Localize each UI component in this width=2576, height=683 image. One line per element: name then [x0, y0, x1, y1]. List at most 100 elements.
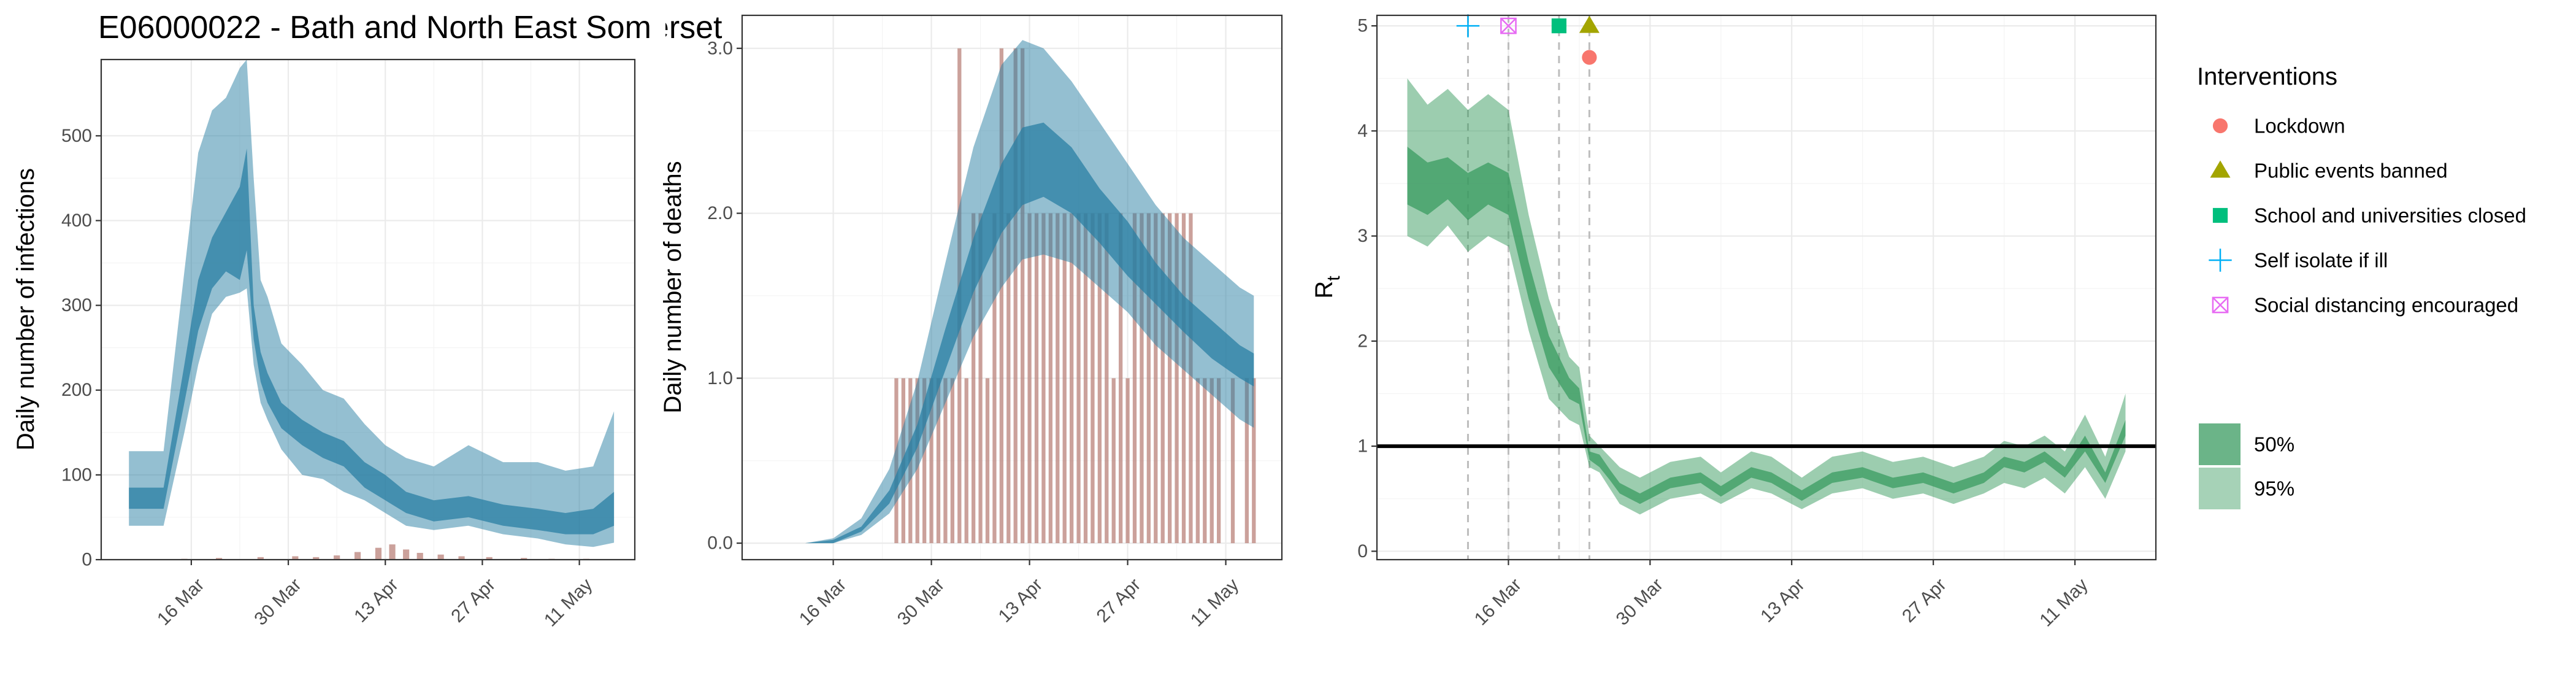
deaths-observed-bar	[922, 378, 927, 544]
legend-label-lockdown: Lockdown	[2254, 115, 2345, 137]
legend: Interventions Lockdown Public events bann…	[2197, 63, 2526, 509]
deaths-panel-border	[741, 14, 1283, 561]
infections-y-tick-label: 400	[61, 210, 92, 231]
deaths-marks	[805, 40, 1256, 544]
rt-panel-border	[1376, 14, 2157, 561]
deaths-observed-bar	[1154, 213, 1158, 544]
deaths-observed-bar	[950, 378, 954, 544]
rt-y-axis-r: R	[1311, 281, 1338, 299]
rt-band-50	[1407, 147, 2126, 504]
legend-title: Interventions	[2197, 63, 2337, 90]
infections-observed-bar	[486, 557, 493, 560]
deaths-observed-bar	[1181, 213, 1186, 544]
deaths-observed-bar	[1146, 213, 1151, 544]
deaths-observed-bar	[972, 213, 976, 544]
deaths-observed-bar	[1041, 213, 1046, 544]
deaths-band-50	[805, 122, 1254, 544]
deaths-observed-bar	[1230, 378, 1235, 544]
infections-band-95	[129, 60, 615, 547]
infections-panel-border	[100, 58, 636, 561]
legend-marker-social_distancing	[2212, 296, 2229, 314]
deaths-observed-bar	[1013, 48, 1018, 544]
deaths-observed-bar	[1189, 213, 1193, 544]
deaths-observed-bar	[964, 378, 968, 544]
infections-y-tick-label: 200	[61, 380, 92, 400]
legend-label-social_distancing: Social distancing encouraged	[2254, 294, 2518, 317]
infections-y-tick-label: 100	[61, 465, 92, 485]
deaths-observed-bar	[1244, 378, 1249, 544]
infections-observed-bar	[458, 556, 465, 560]
rt-y-axis-title: Rt	[1311, 276, 1344, 299]
rt-y-tick-label: 5	[1357, 16, 1368, 36]
deaths-observed-bar	[1048, 213, 1052, 544]
rt-y-tick-label: 1	[1357, 436, 1368, 457]
legend-marker-lockdown	[2212, 118, 2228, 134]
infections-observed-bar	[389, 544, 396, 560]
deaths-observed-bar	[1062, 213, 1067, 544]
intervention-marker-social_distancing	[1500, 17, 1517, 34]
legend-marker-schools	[2212, 207, 2228, 223]
deaths-observed-bar	[1006, 213, 1011, 544]
deaths-observed-bar	[1203, 378, 1207, 544]
deaths-observed-bar	[1034, 213, 1039, 544]
infections-y-axis-title: Daily number of infections	[12, 168, 39, 450]
deaths-observed-bar	[978, 213, 983, 544]
infections-title: E06000022 - Bath and North East Somerset	[98, 10, 723, 45]
deaths-observed-bar	[1083, 213, 1088, 544]
infections-y-tick-label: 0	[82, 550, 92, 570]
deaths-observed-bar	[1091, 213, 1095, 544]
deaths-observed-bar	[1111, 378, 1116, 544]
deaths-y-axis-title: Daily number of deaths	[659, 161, 686, 413]
deaths-observed-bar	[999, 48, 1003, 544]
legend-marker-public_events	[2210, 160, 2231, 178]
legend-band-swatch-0	[2199, 423, 2241, 465]
deaths-observed-bar	[1076, 213, 1081, 544]
deaths-observed-bar	[1097, 213, 1102, 544]
deaths-observed-bar	[1125, 378, 1130, 544]
deaths-observed-bar	[1175, 213, 1179, 544]
deaths-observed-bar	[1056, 213, 1060, 544]
infections-observed-bar	[313, 557, 320, 560]
infections-y-tick-label: 300	[61, 295, 92, 315]
deaths-observed-bar	[1132, 213, 1137, 544]
deaths-observed-bar	[1252, 378, 1256, 544]
infections-observed-bar	[257, 557, 264, 560]
infections-observed-bar	[437, 554, 444, 560]
rt-y-tick-label: 4	[1357, 121, 1368, 141]
infections-observed-bar	[292, 556, 299, 560]
rt-band-95	[1407, 78, 2126, 515]
deaths-observed-bar	[1209, 378, 1214, 544]
legend-label-public_events: Public events banned	[2254, 160, 2448, 182]
legend-band-swatch-1	[2199, 468, 2241, 509]
legend-bands: 50% 95%	[2199, 423, 2294, 509]
deaths-observed-bar	[985, 378, 990, 544]
title-clip-mask	[650, 0, 665, 56]
infections-observed-bar	[215, 558, 223, 560]
deaths-observed-bar	[992, 213, 997, 544]
legend-band-label-0: 50%	[2254, 433, 2294, 456]
deaths-observed-bar	[929, 378, 933, 544]
rt-y-tick-label: 0	[1357, 541, 1368, 561]
deaths-observed-bar	[1160, 213, 1165, 544]
deaths-y-tick-label: 1.0	[707, 368, 733, 388]
infections-observed-bar	[403, 549, 410, 560]
intervention-marker-schools	[1551, 18, 1566, 34]
deaths-y-tick-label: 0.0	[707, 533, 733, 554]
infections-observed-bar	[334, 555, 340, 560]
infections-y-tick-label: 500	[61, 126, 92, 146]
infections-observed-bar	[521, 558, 527, 560]
rt-y-axis-subscript: t	[1324, 276, 1344, 281]
deaths-observed-bar	[1168, 213, 1172, 544]
intervention-marker-lockdown	[1582, 50, 1597, 65]
infections-observed-bar	[354, 552, 361, 560]
deaths-band-95	[805, 40, 1254, 544]
infections-band-50	[129, 149, 615, 534]
deaths-observed-bar	[1105, 213, 1109, 544]
deaths-observed-bar	[1070, 213, 1074, 544]
rt-y-tick-label: 3	[1357, 226, 1368, 246]
intervention-marker-public_events	[1579, 15, 1600, 33]
deaths-observed-bar	[1119, 213, 1123, 544]
deaths-observed-bar	[1140, 213, 1144, 544]
